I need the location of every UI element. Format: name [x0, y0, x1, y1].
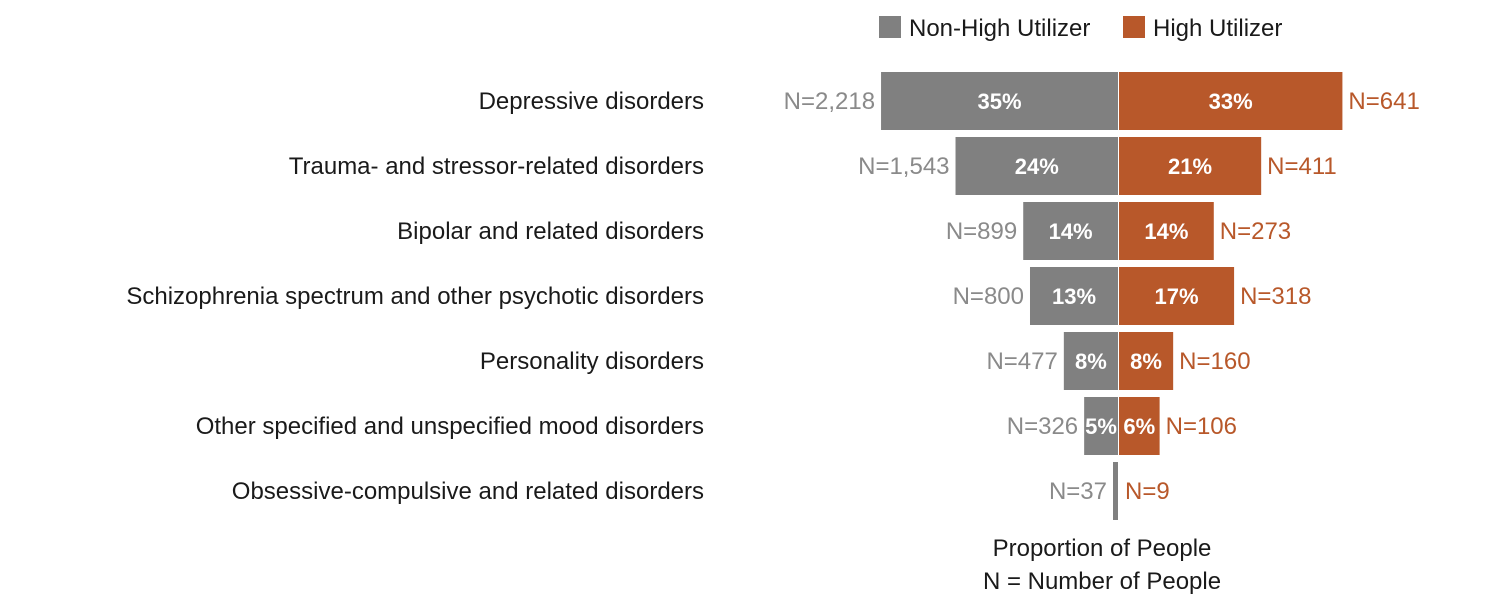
bar-high-utilizer: [1119, 267, 1235, 325]
chart-row: Personality disorders 8% 8% N=477 N=160: [480, 332, 1251, 390]
legend: Non-High Utilizer High Utilizer: [879, 15, 1282, 42]
bar-high-utilizer: [1119, 202, 1214, 260]
data-label-non-high-utilizer: 24%: [1015, 154, 1059, 179]
count-label-high-utilizer: N=273: [1220, 218, 1291, 245]
data-label-non-high-utilizer: 35%: [978, 89, 1022, 114]
count-label-high-utilizer: N=9: [1125, 478, 1170, 505]
count-label-non-high-utilizer: N=37: [1049, 478, 1107, 505]
bar-high-utilizer: [1119, 397, 1160, 455]
count-label-high-utilizer: N=411: [1267, 153, 1337, 180]
data-label-high-utilizer: 8%: [1130, 349, 1162, 374]
data-label-non-high-utilizer: 14%: [1049, 219, 1093, 244]
legend-swatch-non-high-utilizer: [879, 16, 901, 38]
chart-row: Bipolar and related disorders 14% 14% N=899…: [397, 202, 1291, 260]
data-label-high-utilizer: 21%: [1168, 154, 1212, 179]
count-label-non-high-utilizer: N=899: [946, 218, 1017, 245]
legend-label-high-utilizer: High Utilizer: [1153, 15, 1282, 42]
chart-row: Depressive disorders 35% 33% N=2,218 N=641: [479, 72, 1420, 130]
category-label: Depressive disorders: [479, 88, 704, 115]
category-label: Obsessive-compulsive and related disorde…: [232, 478, 704, 505]
chart-row: Obsessive-compulsive and related disorde…: [232, 462, 1170, 520]
x-axis-label: Proportion of People: [993, 535, 1212, 562]
chart-row: Trauma- and stressor-related disorders 24…: [289, 137, 1337, 195]
bar-non-high-utilizer: [1113, 462, 1118, 520]
bar-high-utilizer: [1119, 332, 1174, 390]
bar-non-high-utilizer: [1029, 267, 1118, 325]
count-label-non-high-utilizer: N=477: [986, 348, 1057, 375]
count-label-non-high-utilizer: N=1,543: [858, 153, 949, 180]
bar-non-high-utilizer: [955, 137, 1118, 195]
data-label-high-utilizer: 6%: [1123, 414, 1155, 439]
category-label: Trauma- and stressor-related disorders: [289, 153, 704, 180]
count-label-high-utilizer: N=318: [1240, 283, 1311, 310]
category-label: Other specified and unspecified mood dis…: [196, 413, 704, 440]
data-label-non-high-utilizer: 8%: [1075, 349, 1107, 374]
chart-row: Schizophrenia spectrum and other psychot…: [126, 267, 1311, 325]
chart-row: Other specified and unspecified mood dis…: [196, 397, 1237, 455]
bar-non-high-utilizer: [1063, 332, 1118, 390]
count-label-non-high-utilizer: N=326: [1007, 413, 1078, 440]
category-label: Bipolar and related disorders: [397, 218, 704, 245]
bar-high-utilizer: [1119, 137, 1262, 195]
count-label-non-high-utilizer: N=2,218: [784, 88, 875, 115]
category-label: Schizophrenia spectrum and other psychot…: [126, 283, 704, 310]
count-label-high-utilizer: N=106: [1166, 413, 1237, 440]
bar-non-high-utilizer: [1084, 397, 1118, 455]
count-label-high-utilizer: N=160: [1179, 348, 1250, 375]
category-label: Personality disorders: [480, 348, 704, 375]
data-label-high-utilizer: 17%: [1155, 284, 1199, 309]
data-label-high-utilizer: 14%: [1144, 219, 1188, 244]
bar-high-utilizer: [1119, 72, 1343, 130]
count-label-high-utilizer: N=641: [1348, 88, 1419, 115]
bar-non-high-utilizer: [1023, 202, 1118, 260]
legend-swatch-high-utilizer: [1123, 16, 1145, 38]
data-label-high-utilizer: 33%: [1209, 89, 1253, 114]
data-label-non-high-utilizer: 5%: [1085, 414, 1117, 439]
chart-rows: Depressive disorders 35% 33% N=2,218 N=641 Tr…: [126, 72, 1420, 520]
data-label-non-high-utilizer: 13%: [1052, 284, 1096, 309]
x-axis-sublabel: N = Number of People: [983, 568, 1221, 595]
bar-non-high-utilizer: [881, 72, 1118, 130]
count-label-non-high-utilizer: N=800: [953, 283, 1024, 310]
legend-label-non-high-utilizer: Non-High Utilizer: [909, 15, 1090, 42]
